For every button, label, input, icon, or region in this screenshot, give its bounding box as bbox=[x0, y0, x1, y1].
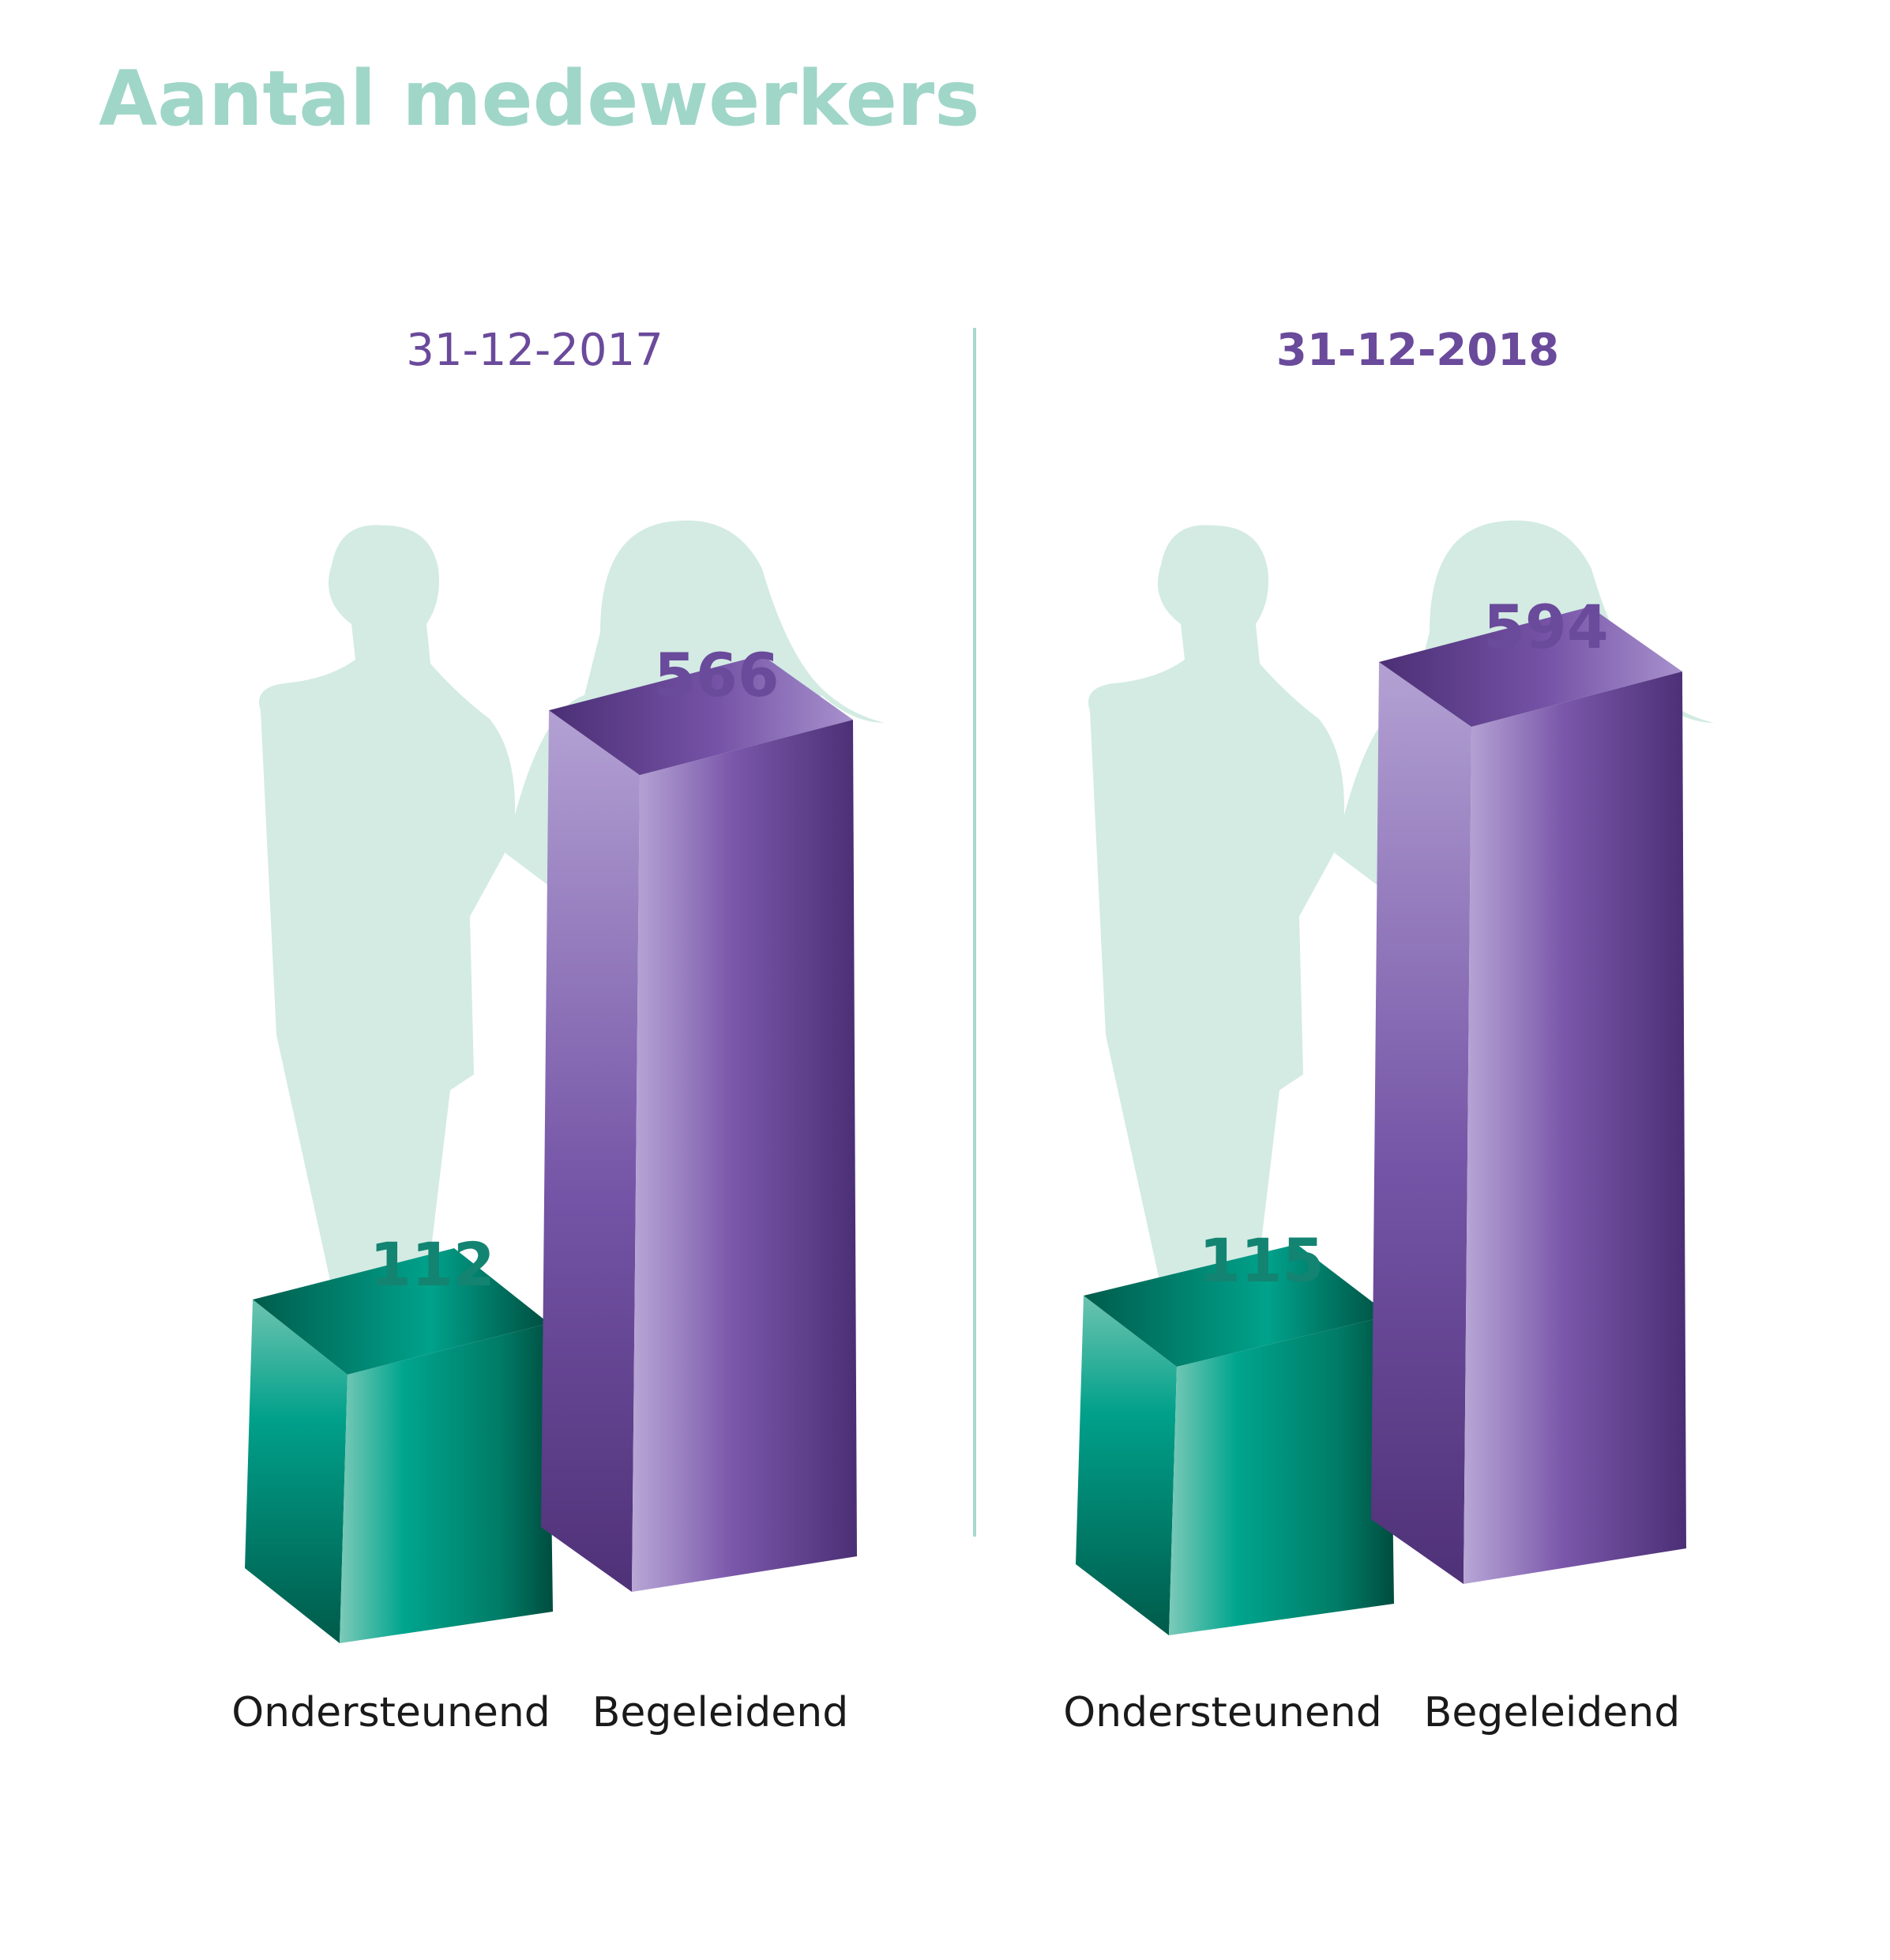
bar-top-face bbox=[1084, 1244, 1390, 1367]
bar-front-face bbox=[1464, 672, 1686, 1584]
bar-top-face bbox=[549, 655, 853, 776]
category-label: Ondersteunend bbox=[231, 1689, 550, 1736]
bar-ondersteunend bbox=[245, 1248, 553, 1643]
bar-front-face bbox=[632, 720, 857, 1592]
bar-side-face bbox=[541, 710, 640, 1592]
data-label: 112 bbox=[370, 1229, 495, 1300]
bar-front-face bbox=[1169, 1315, 1394, 1635]
data-label: 594 bbox=[1483, 592, 1609, 662]
panel-2017: 31-12-2017 112 Ondersteunend 566 Begeleidend bbox=[231, 325, 885, 1736]
category-label: Begeleidend bbox=[1424, 1689, 1681, 1736]
bar-side-face bbox=[1371, 662, 1471, 1584]
bar-begeleidend bbox=[1371, 607, 1686, 1584]
bar-side-face bbox=[245, 1300, 348, 1643]
panel-2018: 31-12-2018 115 Ondersteunend 594 Begeleidend bbox=[1063, 325, 1714, 1736]
bar-begeleidend bbox=[541, 655, 857, 1592]
bar-front-face bbox=[340, 1323, 553, 1643]
bar-ondersteunend bbox=[1076, 1244, 1394, 1635]
data-label: 115 bbox=[1199, 1225, 1325, 1296]
bar-top-face bbox=[253, 1248, 549, 1375]
chart-subtitle-date: 31-12-2018 bbox=[1276, 325, 1559, 376]
category-label: Ondersteunend bbox=[1063, 1689, 1382, 1736]
bar-top-face bbox=[1379, 607, 1682, 727]
bar-side-face bbox=[1076, 1296, 1177, 1635]
category-label: Begeleidend bbox=[592, 1689, 849, 1736]
data-label: 566 bbox=[654, 640, 780, 710]
chart-title: Aantal medewerkers bbox=[99, 55, 979, 143]
chart-subtitle-date: 31-12-2017 bbox=[406, 325, 663, 376]
